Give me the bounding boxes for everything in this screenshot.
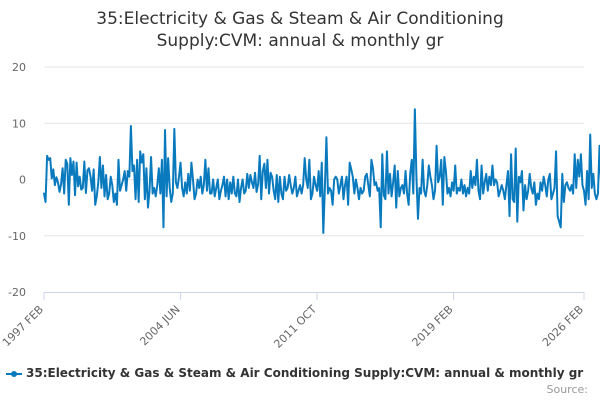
chart-title-line-2: Supply:CVM: annual & monthly gr [156, 31, 444, 51]
chart-title-line-1: 35:Electricity & Gas & Steam & Air Condi… [96, 9, 504, 29]
x-tick-label: 2019 FEB [410, 303, 456, 349]
x-axis: 1997 FEB 2004 JUN 2011 OCT 2019 FEB 2026 FEB [0, 292, 586, 351]
grid-lines [44, 66, 584, 237]
series-line [43, 108, 600, 234]
legend[interactable]: 35:Electricity & Gas & Steam & Air Condi… [6, 366, 583, 380]
x-tick-label: 1997 FEB [0, 303, 46, 349]
x-tick-label: 2026 FEB [540, 303, 586, 349]
y-tick-label: -20 [8, 286, 26, 299]
y-tick-label: 20 [12, 61, 26, 74]
y-tick-label: -10 [8, 230, 26, 243]
legend-label: 35:Electricity & Gas & Steam & Air Condi… [26, 366, 584, 380]
y-axis: 20 10 0 -10 -20 [8, 61, 26, 299]
x-tick-label: 2004 JUN [137, 303, 182, 348]
y-tick-label: 10 [12, 117, 26, 130]
x-tick-label: 2011 OCT [271, 303, 319, 351]
credits[interactable]: Source: [546, 383, 589, 396]
legend-swatch-icon [6, 369, 22, 379]
series-group [43, 108, 600, 234]
chart-title: 35:Electricity & Gas & Steam & Air Condi… [0, 8, 600, 52]
y-tick-label: 0 [19, 174, 26, 187]
